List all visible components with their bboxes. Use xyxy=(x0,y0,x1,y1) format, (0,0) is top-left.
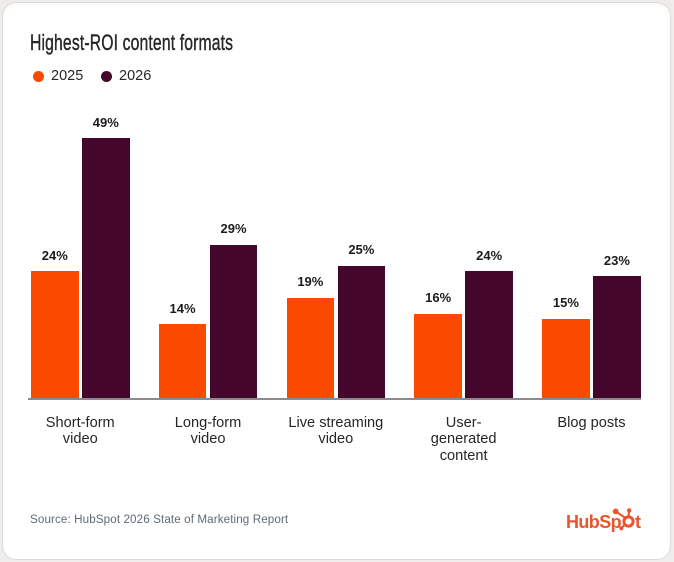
svg-text:HubSp: HubSp xyxy=(566,512,622,532)
svg-text:t: t xyxy=(635,512,641,532)
